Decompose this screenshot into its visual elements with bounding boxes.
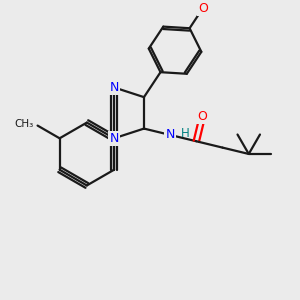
Text: O: O (198, 2, 208, 15)
Text: N: N (166, 128, 175, 141)
Text: O: O (197, 110, 207, 123)
Text: H: H (181, 127, 189, 140)
Text: N: N (110, 132, 119, 145)
Text: N: N (110, 81, 119, 94)
Text: CH₃: CH₃ (15, 119, 34, 129)
